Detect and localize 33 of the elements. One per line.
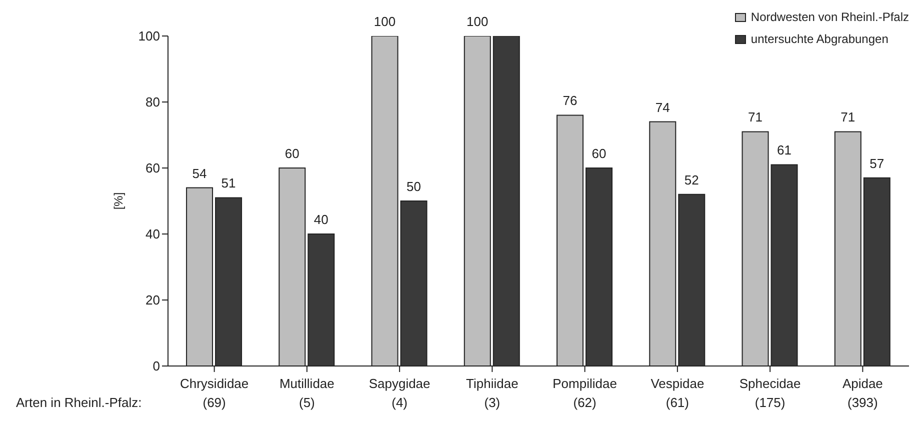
y-axis-title: [%] (111, 192, 126, 210)
data-label: 60 (284, 146, 300, 161)
x-tick-label: Mutillidae (5) (279, 376, 334, 410)
data-label: 40 (314, 212, 328, 227)
data-label: 74 (655, 100, 670, 115)
data-label: 71 (840, 110, 856, 125)
data-label: 71 (748, 110, 763, 125)
x-tick-label: Chrysididae (69) (180, 376, 249, 410)
data-label: 76 (562, 93, 578, 108)
y-tick-label: 20 (146, 292, 160, 308)
legend-label: Nordwesten von Rheinl.-Pfalz (750, 10, 909, 24)
y-tick-label: 100 (138, 28, 160, 44)
x-tick-label: Tiphiidae (3) (466, 376, 518, 410)
data-label: 57 (870, 156, 884, 171)
y-tick-label: 60 (146, 160, 160, 176)
data-label: 54 (192, 166, 207, 181)
text: Arten in Rheinl.-Pfalz: (16, 395, 142, 410)
data-label: 61 (777, 142, 792, 158)
x-tick-label: Apidae (393) (842, 376, 883, 410)
data-label: 51 (221, 176, 236, 191)
x-tick-label: Vespidae (61) (650, 376, 704, 410)
x-tick-label: Sapygidae (4) (368, 376, 430, 410)
y-tick-label: 40 (146, 226, 160, 242)
y-tick-label: 0 (152, 358, 160, 374)
data-label: 100 (374, 14, 396, 29)
x-tick-label: Sphecidae (175) (739, 376, 801, 410)
data-label: 100 (466, 14, 488, 29)
data-label: 50 (406, 179, 422, 194)
legend-label: untersuchte Abgrabungen (750, 32, 888, 46)
data-label: 60 (592, 146, 606, 161)
data-label: 52 (684, 172, 699, 188)
x-tick-label: Pompilidae (62) (552, 376, 617, 410)
y-tick-label: 80 (146, 94, 160, 110)
